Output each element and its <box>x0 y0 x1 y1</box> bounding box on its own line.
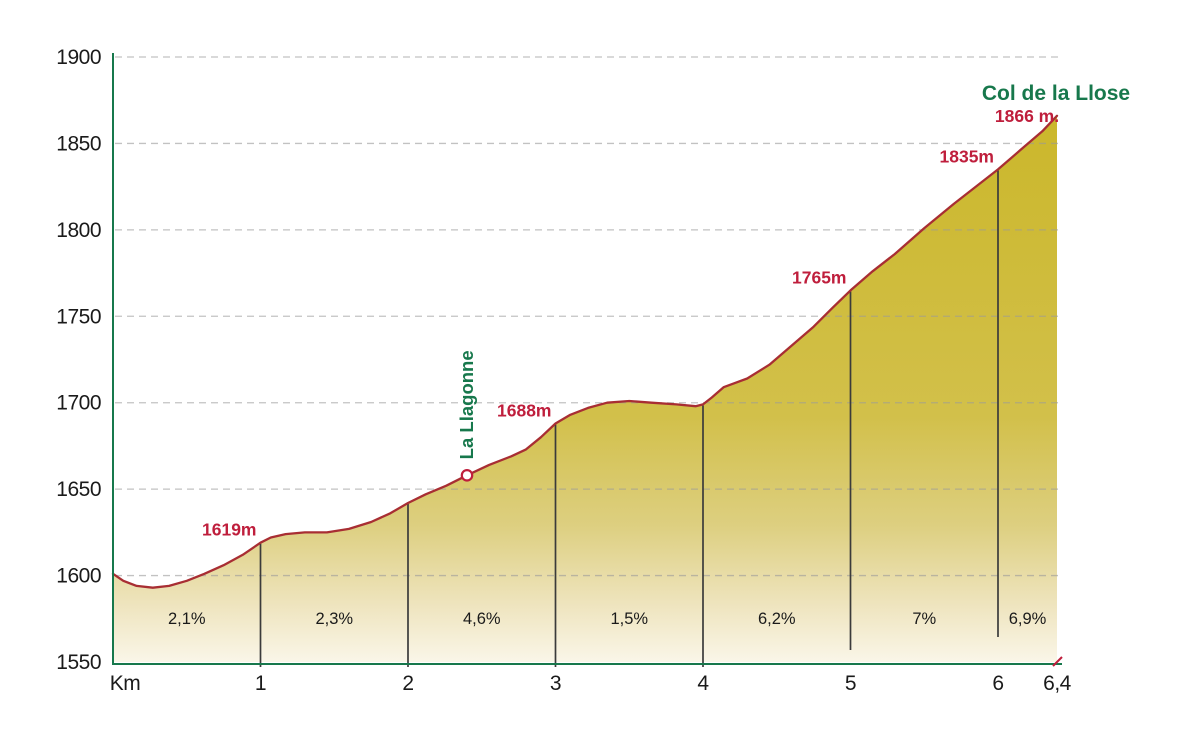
x-axis-unit-label: Km <box>110 672 141 695</box>
gradient-label: 6,9% <box>1009 610 1047 628</box>
poi-marker-circle <box>460 469 474 482</box>
gradient-label: 2,3% <box>315 610 353 628</box>
y-tick-label: 1550 <box>56 651 101 674</box>
elevation-label: 1765m <box>792 267 847 287</box>
y-tick-label: 1800 <box>56 219 101 242</box>
summit-name-label: Col de la Llose <box>982 82 1130 105</box>
axis-end-tick <box>1052 656 1063 667</box>
x-tick-label: 2 <box>402 672 413 695</box>
gradient-label: 2,1% <box>168 610 206 628</box>
y-tick-label: 1700 <box>56 392 101 415</box>
y-tick-label: 1650 <box>56 478 101 501</box>
y-axis-labels: 1900 1850 1800 1750 1700 1650 1600 1550 <box>56 46 101 674</box>
km-marker-lines <box>259 170 999 667</box>
poi-la-llagonne: La Llagonne <box>456 350 477 482</box>
gridlines <box>115 56 1060 577</box>
profile-area-fill <box>113 115 1057 663</box>
y-tick-label: 1600 <box>56 565 101 588</box>
y-tick-label: 1750 <box>56 305 101 328</box>
summit-elevation-label: 1866 m. <box>995 106 1059 126</box>
gradient-label: 1,5% <box>610 610 648 628</box>
x-tick-label: 6 <box>992 672 1003 695</box>
segment-gradient-labels: 2,1% 2,3% 4,6% 1,5% 6,2% 7% 6,9% <box>168 610 1047 628</box>
gradient-label: 6,2% <box>758 610 796 628</box>
elevation-label: 1619m <box>202 520 257 540</box>
x-tick-label: 5 <box>845 672 856 695</box>
elevation-label: 1835m <box>940 146 995 166</box>
km-elevation-labels: 1619m 1688m 1765m 1835m <box>202 146 994 539</box>
y-tick-label: 1900 <box>56 46 101 69</box>
x-tick-label: 1 <box>255 672 266 695</box>
x-tick-label: 6,4 <box>1043 672 1072 695</box>
y-tick-label: 1850 <box>56 132 101 155</box>
x-tick-label: 4 <box>697 672 709 695</box>
poi-label: La Llagonne <box>456 350 477 459</box>
gradient-label: 4,6% <box>463 610 501 628</box>
x-tick-label: 3 <box>550 672 561 695</box>
elevation-label: 1688m <box>497 400 552 420</box>
gradient-label: 7% <box>912 610 936 628</box>
profile-line <box>111 114 1059 589</box>
x-axis-labels: Km 1 2 3 4 5 6 6,4 <box>110 672 1072 695</box>
